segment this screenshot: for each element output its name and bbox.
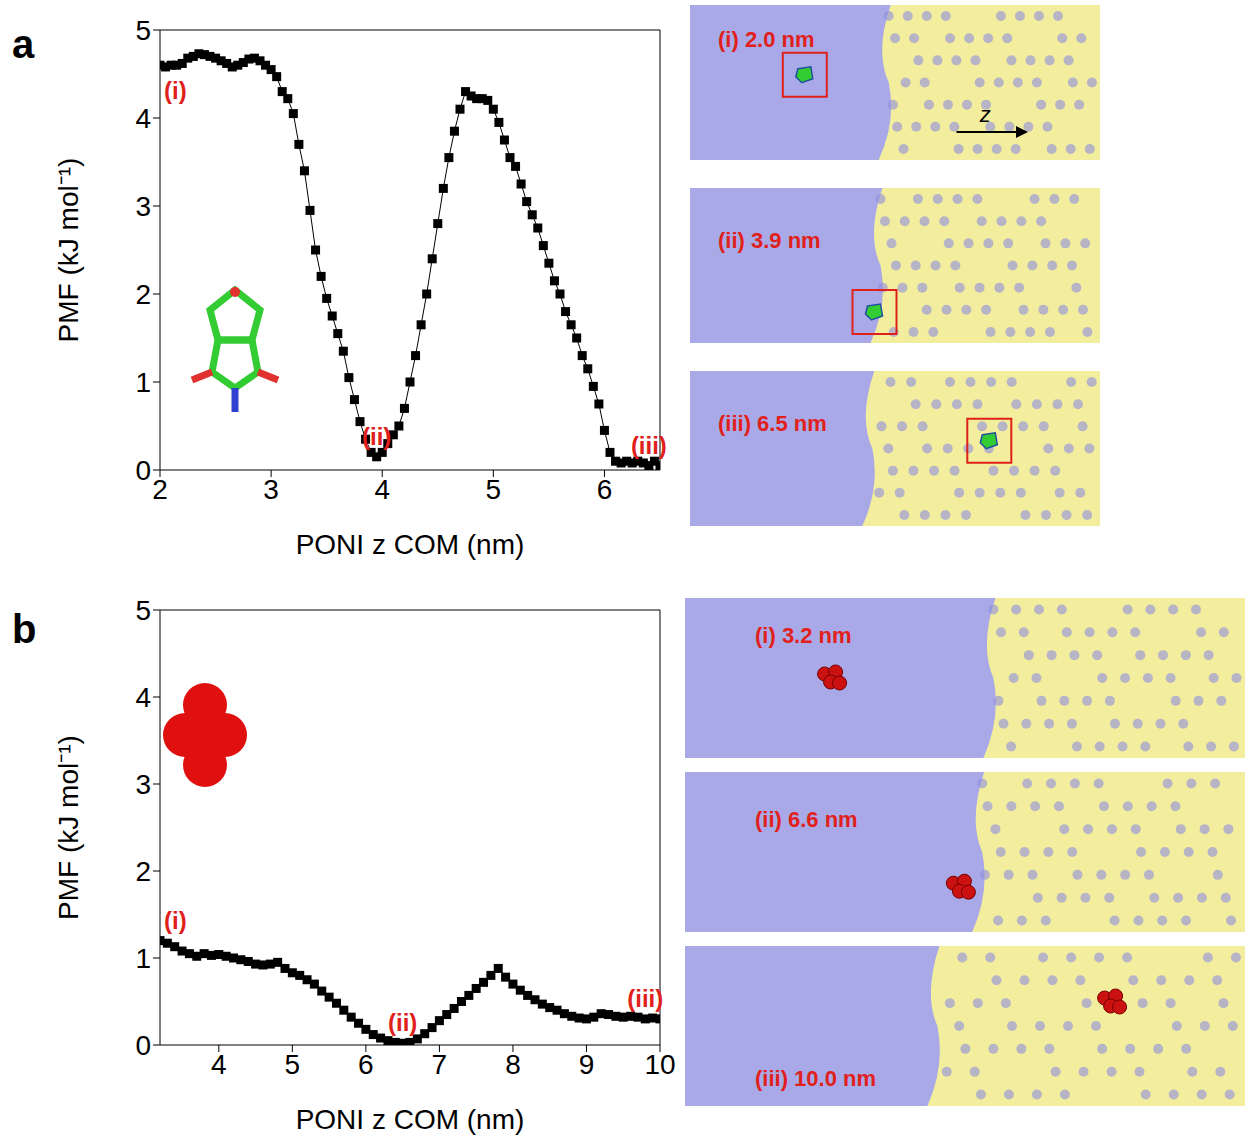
svg-text:7: 7 xyxy=(432,1049,448,1080)
svg-text:2: 2 xyxy=(135,279,151,310)
svg-text:(i) 2.0 nm: (i) 2.0 nm xyxy=(718,27,815,52)
svg-text:9: 9 xyxy=(579,1049,595,1080)
svg-text:PMF (kJ mol⁻¹): PMF (kJ mol⁻¹) xyxy=(53,735,84,920)
svg-text:5: 5 xyxy=(135,15,151,46)
svg-text:5: 5 xyxy=(135,595,151,626)
svg-text:(i): (i) xyxy=(164,77,187,104)
svg-text:1: 1 xyxy=(135,943,151,974)
svg-text:10: 10 xyxy=(644,1049,675,1080)
svg-text:3: 3 xyxy=(135,769,151,800)
svg-text:(ii) 3.9 nm: (ii) 3.9 nm xyxy=(718,228,821,253)
svg-text:6: 6 xyxy=(358,1049,374,1080)
svg-text:4: 4 xyxy=(211,1049,227,1080)
html-text:b: b xyxy=(12,607,37,651)
svg-text:0: 0 xyxy=(135,455,151,486)
svg-text:4: 4 xyxy=(374,474,390,505)
svg-text:1: 1 xyxy=(135,367,151,398)
svg-text:4: 4 xyxy=(135,682,151,713)
svg-text:z: z xyxy=(979,102,991,127)
svg-text:5: 5 xyxy=(486,474,502,505)
svg-text:(iii): (iii) xyxy=(631,432,667,459)
svg-text:2: 2 xyxy=(135,856,151,887)
svg-text:PONI z COM (nm): PONI z COM (nm) xyxy=(296,1104,525,1135)
svg-text:(ii) 6.6 nm: (ii) 6.6 nm xyxy=(755,807,858,832)
svg-text:4: 4 xyxy=(135,103,151,134)
svg-text:2: 2 xyxy=(152,474,168,505)
svg-text:(iii) 6.5 nm: (iii) 6.5 nm xyxy=(718,411,827,436)
svg-text:(ii): (ii) xyxy=(362,423,391,450)
html-text:a: a xyxy=(12,22,35,66)
svg-text:5: 5 xyxy=(285,1049,301,1080)
svg-text:PONI z COM (nm): PONI z COM (nm) xyxy=(296,529,525,560)
svg-text:(iii) 10.0 nm: (iii) 10.0 nm xyxy=(755,1066,876,1091)
svg-text:3: 3 xyxy=(135,191,151,222)
svg-text:(i): (i) xyxy=(164,907,187,934)
svg-text:0: 0 xyxy=(135,1030,151,1061)
svg-text:(ii): (ii) xyxy=(388,1009,417,1036)
svg-text:PMF (kJ mol⁻¹): PMF (kJ mol⁻¹) xyxy=(53,158,84,343)
svg-text:3: 3 xyxy=(263,474,279,505)
svg-text:6: 6 xyxy=(597,474,613,505)
svg-text:(iii): (iii) xyxy=(627,985,663,1012)
svg-text:8: 8 xyxy=(505,1049,521,1080)
svg-text:(i) 3.2 nm: (i) 3.2 nm xyxy=(755,623,852,648)
